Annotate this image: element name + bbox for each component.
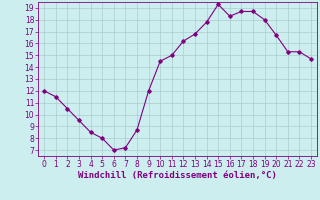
X-axis label: Windchill (Refroidissement éolien,°C): Windchill (Refroidissement éolien,°C) <box>78 171 277 180</box>
